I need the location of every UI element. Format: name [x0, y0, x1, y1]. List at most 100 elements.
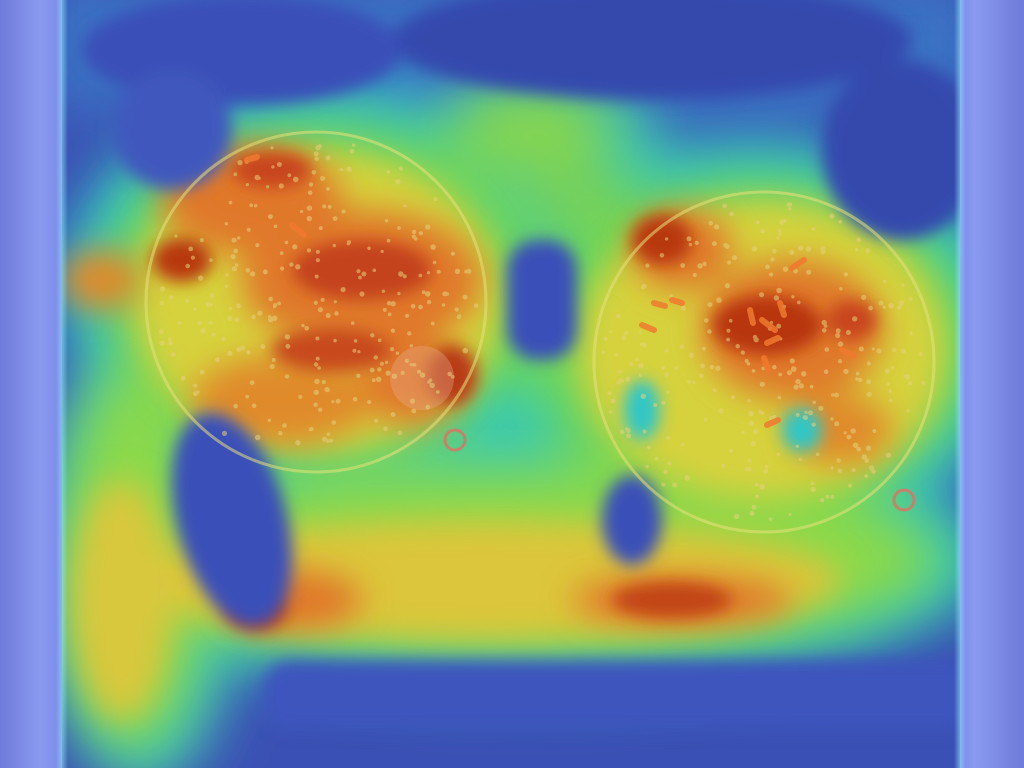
texture-dot: [857, 377, 863, 383]
texture-dot: [806, 269, 812, 275]
texture-dot: [325, 155, 331, 161]
texture-dot: [254, 434, 261, 441]
texture-dot: [778, 232, 782, 236]
texture-dot: [759, 483, 765, 490]
texture-dot: [188, 246, 194, 252]
texture-dot: [306, 215, 312, 222]
texture-dot: [661, 365, 666, 370]
texture-dot: [424, 291, 431, 297]
texture-dot: [661, 482, 666, 487]
texture-dot: [661, 400, 666, 405]
texture-dot: [313, 151, 319, 157]
texture-dot: [411, 408, 417, 414]
texture-dot: [331, 400, 335, 404]
texture-dot: [692, 273, 697, 277]
texture-dot: [315, 356, 320, 361]
texture-dot: [284, 240, 289, 245]
texture-dot: [237, 160, 243, 166]
texture-dot: [797, 245, 804, 251]
texture-dot: [850, 428, 856, 434]
dash-marks: [244, 154, 857, 428]
texture-dot: [805, 246, 812, 252]
texture-dot: [801, 371, 807, 377]
texture-dot: [664, 349, 669, 353]
texture-dot: [230, 254, 236, 260]
texture-dot: [680, 305, 686, 311]
texture-dot: [820, 246, 826, 252]
texture-dot: [728, 318, 733, 323]
texture-dot: [190, 255, 195, 260]
texture-dot: [418, 231, 423, 236]
texture-dot: [231, 266, 237, 272]
texture-dot: [373, 355, 378, 360]
texture-dot: [209, 258, 213, 262]
texture-dot: [854, 248, 859, 252]
texture-dot: [377, 367, 382, 372]
texture-dot: [871, 347, 875, 351]
texture-dot: [836, 458, 841, 463]
texture-dot: [308, 182, 314, 187]
texture-dot: [896, 305, 902, 311]
dash-mark: [759, 317, 778, 333]
texture-dot: [215, 357, 220, 363]
texture-dot: [776, 287, 782, 294]
texture-dot: [320, 176, 326, 181]
dash-mark: [839, 347, 857, 359]
texture-dot: [776, 452, 781, 457]
texture-dot: [779, 220, 785, 225]
texture-dot: [403, 204, 407, 208]
left-circle-blob: [390, 346, 454, 410]
texture-dot: [908, 381, 913, 386]
texture-dot: [687, 379, 691, 384]
texture-dot: [346, 166, 352, 172]
texture-dot: [746, 361, 751, 366]
texture-dot: [280, 266, 285, 271]
texture-dot: [726, 337, 730, 342]
texture-dot: [231, 237, 237, 243]
texture-dot: [234, 263, 239, 267]
texture-dot: [793, 384, 799, 390]
texture-dot: [383, 426, 388, 432]
texture-dot: [835, 328, 841, 334]
texture-dot: [260, 344, 266, 349]
texture-dot: [620, 378, 625, 383]
texture-dot: [702, 261, 707, 267]
texture-dot: [192, 391, 198, 397]
texture-dot: [268, 296, 273, 302]
texture-dot: [385, 370, 391, 376]
texture-dot: [888, 302, 894, 309]
texture-dot: [313, 389, 319, 396]
texture-dot: [271, 315, 278, 322]
dash-mark: [669, 297, 685, 306]
texture-dot: [716, 297, 722, 303]
texture-dot: [246, 350, 251, 355]
texture-dot: [866, 361, 871, 366]
texture-dot: [773, 295, 780, 301]
texture-dot: [721, 463, 726, 468]
texture-dot: [619, 429, 625, 435]
texture-dot: [839, 287, 843, 291]
texture-dot: [755, 220, 760, 225]
texture-dot: [837, 341, 844, 347]
texture-dot: [808, 410, 813, 416]
texture-dot: [228, 200, 233, 205]
texture-dot: [772, 248, 777, 254]
texture-dot: [277, 301, 281, 306]
texture-dot: [398, 271, 404, 277]
texture-dot: [351, 143, 356, 147]
texture-dot: [789, 249, 795, 255]
texture-dot: [390, 412, 396, 417]
texture-dot: [289, 262, 294, 267]
texture-dot: [233, 248, 239, 254]
texture-dot: [185, 299, 189, 303]
heatmap-svg: [62, 0, 960, 768]
texture-dot: [335, 398, 341, 404]
texture-dot: [629, 362, 634, 367]
texture-dot: [421, 290, 426, 295]
left-circle-outline: [144, 130, 488, 474]
texture-dot: [749, 511, 755, 516]
texture-dot: [752, 429, 759, 435]
texture-dot: [287, 173, 292, 178]
texture-dot: [616, 314, 621, 319]
texture-dot: [168, 337, 172, 341]
